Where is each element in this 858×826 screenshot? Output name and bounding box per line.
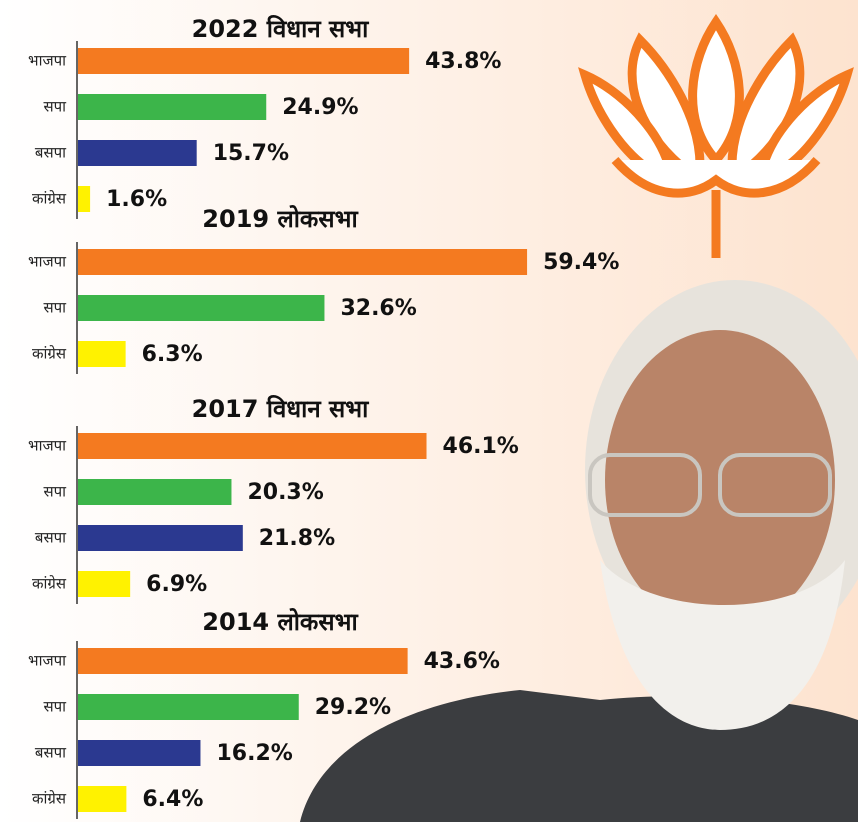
value-label: 43.8% bbox=[425, 49, 501, 74]
category-label: बसपा bbox=[35, 744, 67, 762]
value-label: 29.2% bbox=[315, 695, 391, 720]
bar bbox=[78, 94, 267, 120]
bar bbox=[78, 525, 243, 551]
bar bbox=[78, 571, 131, 597]
lotus-logo bbox=[578, 14, 854, 258]
chart-title: 2019 लोकसभा bbox=[202, 205, 358, 233]
chart-title: 2014 लोकसभा bbox=[202, 608, 358, 636]
category-label: भाजपा bbox=[28, 437, 67, 455]
bar bbox=[78, 186, 91, 212]
bar bbox=[78, 48, 410, 74]
bar bbox=[78, 341, 126, 367]
value-label: 32.6% bbox=[340, 296, 416, 321]
category-label: भाजपा bbox=[28, 652, 67, 670]
value-label: 20.3% bbox=[247, 480, 323, 505]
category-label: बसपा bbox=[35, 529, 67, 547]
value-label: 6.3% bbox=[142, 342, 203, 367]
value-label: 6.4% bbox=[142, 787, 203, 812]
bar bbox=[78, 694, 299, 720]
bar bbox=[78, 479, 232, 505]
category-label: भाजपा bbox=[28, 52, 67, 70]
category-label: बसपा bbox=[35, 144, 67, 162]
value-label: 43.6% bbox=[424, 649, 500, 674]
value-label: 1.6% bbox=[106, 187, 167, 212]
value-label: 59.4% bbox=[543, 250, 619, 275]
bar bbox=[78, 433, 427, 459]
category-label: कांग्रेस bbox=[32, 790, 67, 808]
value-label: 21.8% bbox=[259, 526, 335, 551]
value-label: 6.9% bbox=[146, 572, 207, 597]
bar bbox=[78, 249, 528, 275]
value-label: 24.9% bbox=[282, 95, 358, 120]
bar bbox=[78, 648, 408, 674]
value-label: 46.1% bbox=[443, 434, 519, 459]
category-label: भाजपा bbox=[28, 253, 67, 271]
category-label: कांग्रेस bbox=[32, 345, 67, 363]
category-label: सपा bbox=[43, 98, 67, 116]
bar bbox=[78, 786, 127, 812]
chart-title: 2022 विधान सभा bbox=[192, 15, 369, 43]
portrait bbox=[300, 280, 858, 822]
bar bbox=[78, 740, 201, 766]
value-label: 15.7% bbox=[213, 141, 289, 166]
bar bbox=[78, 140, 197, 166]
bar bbox=[78, 295, 325, 321]
value-label: 16.2% bbox=[216, 741, 292, 766]
category-label: सपा bbox=[43, 299, 67, 317]
category-label: सपा bbox=[43, 483, 67, 501]
category-label: कांग्रेस bbox=[32, 190, 67, 208]
category-label: सपा bbox=[43, 698, 67, 716]
chart-title: 2017 विधान सभा bbox=[192, 395, 369, 423]
category-label: कांग्रेस bbox=[32, 575, 67, 593]
